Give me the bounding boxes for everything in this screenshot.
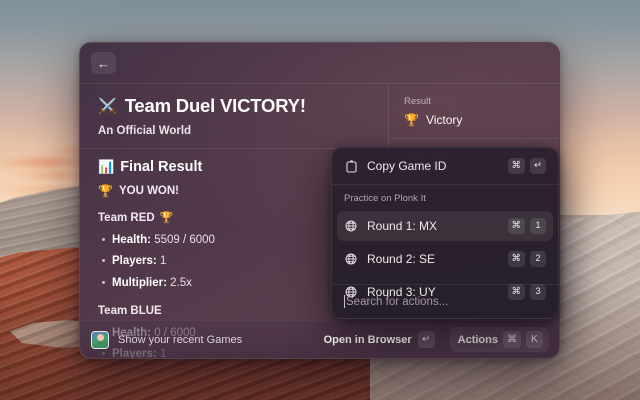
crossed-swords-icon: ⚔️ (98, 97, 117, 115)
stat-label: Multiplier: (112, 276, 167, 289)
enter-key-badge: ↵ (530, 158, 546, 174)
header-divider (80, 83, 559, 84)
team-red-stats: Health: 5509 / 6000 Players: 1 Multiplie… (98, 230, 372, 294)
stat-label: Players: (112, 255, 157, 268)
team-red-heading: Team RED 🏆 (98, 211, 372, 225)
palette-item-label: Copy Game ID (367, 159, 447, 173)
result-field-label: Result (404, 96, 431, 107)
number-key-badge: 3 (530, 284, 546, 300)
stat-label: Health: (112, 234, 151, 246)
palette-item-shortcut: ⌘ ↵ (507, 158, 546, 174)
result-field-value: 🏆 Victory (404, 113, 559, 127)
palette-item-label: Round 1: MX (367, 219, 438, 233)
team-blue-name: Team BLUE (98, 304, 162, 317)
section-divider (80, 148, 388, 149)
open-in-browser-action[interactable]: Open in Browser ↵ (324, 331, 435, 348)
cloud (0, 158, 110, 167)
globe-icon (344, 220, 358, 232)
k-key-badge: K (526, 331, 543, 348)
trophy-icon: 🏆 (404, 113, 419, 127)
trophy-icon: 🏆 (98, 184, 113, 198)
cloud (40, 148, 110, 154)
palette-item-shortcut: ⌘ 2 (507, 251, 546, 267)
game-result-window: ← ⚔️ Team Duel VICTORY! An Official Worl… (79, 42, 560, 359)
palette-item-label: Round 2: SE (367, 252, 436, 266)
palette-search-input[interactable]: Search for actions... (332, 284, 558, 318)
command-key-badge: ⌘ (507, 284, 525, 300)
footer-hint-label: Show your recent Games (118, 333, 243, 346)
field-divider (388, 138, 559, 139)
stat-value: 1 (159, 255, 167, 268)
result-field: Result 🏆 Victory (404, 96, 559, 138)
back-arrow-icon: ← (97, 55, 110, 71)
palette-item-copy-game-id[interactable]: Copy Game ID ⌘ ↵ (337, 151, 553, 181)
list-item: Multiplier: 2.5x (98, 273, 372, 294)
team-blue-heading: Team BLUE (98, 305, 372, 317)
page-title-row: ⚔️ Team Duel VICTORY! (98, 95, 372, 117)
final-result-label: Final Result (120, 159, 203, 175)
palette-item-round-3[interactable]: Round 3: UY ⌘ 3 (337, 277, 553, 307)
stat-value: 5509 / 6000 (154, 234, 215, 246)
page-title: Team Duel VICTORY! (124, 95, 306, 116)
list-item: Players: 1 (98, 251, 372, 272)
command-key-badge: ⌘ (503, 331, 521, 348)
globe-icon (344, 286, 358, 298)
clipboard-icon (344, 159, 358, 173)
window-footer: Show your recent Games Open in Browser ↵… (80, 320, 559, 358)
cloud (10, 172, 105, 179)
globe-icon (344, 253, 358, 265)
stat-value: 2.5x (170, 276, 192, 289)
palette-item-label: Round 3: UY (367, 285, 436, 299)
command-key-badge: ⌘ (507, 218, 525, 234)
command-key-badge: ⌘ (507, 158, 525, 174)
palette-item-round-1[interactable]: Round 1: MX ⌘ 1 (337, 211, 553, 241)
palette-divider (332, 184, 558, 185)
number-key-badge: 1 (530, 218, 546, 234)
you-won-label: YOU WON! (118, 185, 180, 197)
palette-item-shortcut: ⌘ 3 (507, 284, 546, 300)
command-key-badge: ⌘ (507, 251, 525, 267)
palette-item-round-2[interactable]: Round 2: SE ⌘ 2 (337, 244, 553, 274)
result-value-text: Victory (425, 113, 463, 127)
bar-chart-icon: 📊 (98, 159, 115, 174)
you-won-row: 🏆 YOU WON! (98, 184, 372, 198)
open-in-browser-label: Open in Browser (323, 333, 412, 346)
palette-item-shortcut: ⌘ 1 (507, 218, 546, 234)
actions-button[interactable]: Actions ⌘ K (449, 327, 549, 352)
palette-group-label: Practice on Plonk It (344, 193, 426, 204)
list-item: Health: 5509 / 6000 (98, 230, 372, 251)
team-red-name: Team RED (98, 211, 155, 224)
final-result-heading: 📊 Final Result (98, 159, 372, 175)
trophy-icon: 🏆 (159, 212, 174, 224)
search-placeholder: Search for actions... (346, 295, 449, 308)
number-key-badge: 2 (530, 251, 546, 267)
enter-key-badge: ↵ (417, 331, 435, 348)
back-button[interactable]: ← (91, 52, 116, 74)
actions-label: Actions (457, 333, 498, 346)
window-titlebar: ← (80, 43, 559, 83)
command-palette: Copy Game ID ⌘ ↵ Practice on Plonk It Ro… (331, 147, 559, 319)
text-caret (344, 295, 345, 308)
page-subtitle: An Official World (98, 125, 192, 137)
avatar-icon (91, 330, 109, 349)
